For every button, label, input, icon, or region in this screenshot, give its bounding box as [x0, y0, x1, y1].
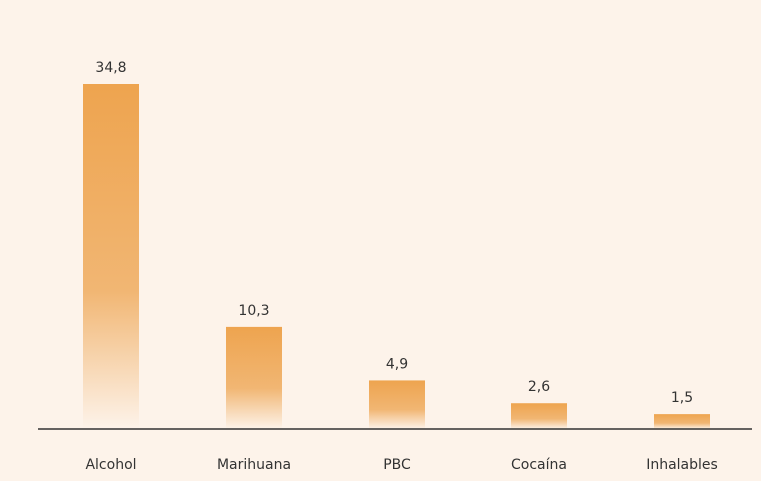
value-label-4: 1,5 [671, 390, 693, 406]
value-label-2: 4,9 [386, 356, 408, 372]
value-label-0: 34,8 [95, 60, 126, 76]
bar-2 [369, 380, 425, 429]
bar-4 [654, 414, 710, 429]
category-label-4: Inhalables [646, 457, 718, 473]
bar-1 [226, 326, 282, 429]
category-label-2: PBC [383, 457, 411, 473]
category-labels-group: Alcohol Marihuana PBC Cocaína Inhalables [85, 457, 717, 473]
category-label-0: Alcohol [85, 457, 136, 473]
category-label-1: Marihuana [217, 457, 291, 473]
category-label-3: Cocaína [511, 457, 567, 473]
bar-3 [511, 403, 567, 429]
value-label-3: 2,6 [528, 379, 550, 395]
value-label-1: 10,3 [238, 303, 269, 319]
value-labels-group: 34,8 10,3 4,9 2,6 1,5 [95, 60, 693, 406]
bars-group [83, 84, 710, 429]
bar-0 [83, 84, 139, 429]
